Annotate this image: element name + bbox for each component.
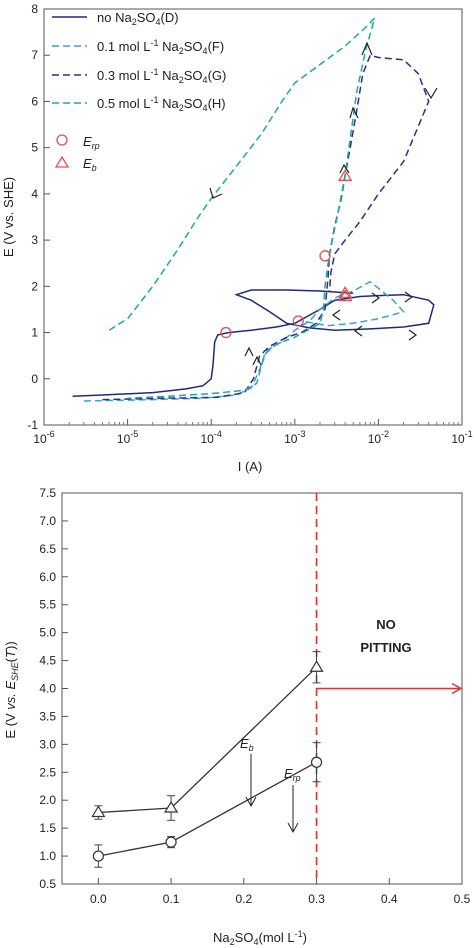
top-markers — [220, 169, 353, 339]
legend-eb-triangle — [54, 155, 70, 168]
y-tick-label: 5.5 — [39, 598, 56, 612]
bottom-x-ticks: 0.0 0.1 0.2 0.3 0.4 0.5 — [90, 878, 471, 906]
eb-pointer-arrow — [245, 754, 257, 808]
top-x-axis-label: I (A) — [238, 459, 263, 474]
eb-line — [98, 666, 317, 814]
bottom-y-axis-label: E (V vs. ESHE(T)) — [3, 641, 20, 738]
top-plot-frame — [43, 8, 463, 426]
erp-point — [310, 756, 323, 768]
y-tick-label: 4 — [31, 187, 38, 201]
x-tick-label: 0.0 — [90, 892, 107, 906]
arrow-mark — [361, 41, 373, 56]
eb-label: Eb — [240, 736, 254, 753]
y-tick-label: 7 — [31, 48, 38, 62]
erp-point — [165, 836, 177, 848]
top-legend: no Na2SO4(D) 0.1 mol L-1 Na2SO4(F) 0.3 m… — [52, 10, 226, 173]
y-tick-label: 1 — [31, 326, 38, 340]
y-tick-label: 5.0 — [39, 626, 56, 640]
arrow-mark — [408, 329, 418, 341]
y-tick-label: 0.5 — [39, 877, 56, 891]
y-tick-label: 3.5 — [39, 709, 56, 723]
erp-label: Erp — [284, 766, 301, 783]
y-tick-label: 1.0 — [39, 849, 56, 863]
erp-pointer-arrow — [287, 785, 299, 834]
legend-label-erp: Erp — [83, 134, 100, 151]
y-tick-label: 2.5 — [39, 765, 56, 779]
bottom-series — [91, 651, 324, 868]
arrow-mark — [424, 87, 438, 100]
x-tick-label: 0.1 — [163, 892, 180, 906]
x-tick-label: 0.4 — [381, 892, 398, 906]
legend-label-g: 0.3 mol L-1 Na2SO4(G) — [97, 67, 226, 85]
eb-marker — [337, 169, 353, 181]
y-tick-label: 6.5 — [39, 542, 56, 556]
erp-marker — [319, 250, 331, 262]
top-y-ticks: -1 0 1 2 3 4 5 6 7 8 — [27, 2, 50, 432]
eb-point — [91, 805, 106, 818]
series-line-1 — [83, 280, 405, 402]
arrow-mark — [331, 309, 341, 321]
bottom-y-ticks: 0.5 1.0 1.5 2.0 2.5 3.0 3.5 4.0 4.5 5.0 5.5 6.0 6.5 7… — [39, 486, 68, 891]
x-tick-label: 10-6 — [33, 429, 54, 446]
y-tick-label: 4.5 — [39, 654, 56, 668]
x-tick-label: 10-2 — [368, 429, 389, 446]
bottom-guides — [315, 493, 463, 884]
y-tick-label: 2 — [31, 279, 38, 293]
y-tick-label: 6 — [31, 94, 38, 108]
no-pitting-arrow-head — [451, 682, 463, 695]
arrow-mark — [252, 355, 262, 366]
legend-label-eb: Eb — [83, 156, 97, 173]
y-tick-label: 7.5 — [39, 486, 56, 500]
top-series — [72, 17, 435, 402]
y-tick-label: 2.0 — [39, 793, 56, 807]
eb-point — [309, 660, 324, 672]
eb-point — [164, 800, 179, 813]
x-tick-label: 10-3 — [284, 429, 305, 446]
top-y-axis-label: E (V vs. SHE) — [1, 177, 16, 257]
x-tick-label: 0.2 — [235, 892, 252, 906]
y-tick-label: 4.0 — [39, 682, 56, 696]
y-tick-label: -1 — [27, 418, 38, 432]
y-tick-label: 3 — [31, 233, 38, 247]
legend-erp-circle — [56, 134, 68, 146]
y-tick-label: 8 — [31, 2, 38, 16]
y-tick-label: 3.0 — [39, 737, 56, 751]
eb-marker — [337, 289, 353, 302]
no-pitting-line1: NO — [376, 617, 396, 632]
y-tick-label: 0 — [31, 372, 38, 386]
erp-marker — [220, 326, 232, 339]
arrow-mark — [353, 325, 363, 337]
x-tick-label: 10-4 — [201, 429, 222, 446]
arrow-mark — [244, 346, 254, 357]
erp-point — [92, 850, 104, 862]
x-tick-label: 10-1 — [451, 429, 472, 446]
eb-marker — [337, 286, 353, 298]
x-tick-label: 0.5 — [454, 892, 471, 906]
y-tick-label: 6.0 — [39, 570, 56, 584]
y-tick-label: 5 — [31, 141, 38, 155]
legend-label-h: 0.5 mol L-1 Na2SO4(H) — [97, 95, 226, 113]
bottom-x-axis-label: Na2SO4(mol L-1) — [213, 929, 307, 947]
no-pitting-line2: PITTING — [360, 640, 411, 655]
arrow-mark — [404, 291, 414, 303]
top-direction-arrows — [209, 41, 438, 366]
erp-marker — [292, 315, 304, 327]
top-x-ticks: 10-6 10-5 10-4 10-3 10-2 10-1 — [33, 419, 473, 446]
y-tick-label: 7.0 — [39, 514, 56, 528]
legend-label-d: no Na2SO4(D) — [97, 10, 179, 27]
legend-label-f: 0.1 mol L-1 Na2SO4(F) — [97, 38, 224, 56]
arrow-mark — [371, 292, 381, 304]
series-line-2 — [102, 54, 430, 401]
bottom-chart: 0.0 0.1 0.2 0.3 0.4 0.5 0.5 1.0 1.5 2.0 2.5 3.0 3.5… — [3, 486, 471, 947]
series-line-3 — [108, 17, 376, 399]
x-tick-label: 0.3 — [308, 892, 325, 906]
arrow-mark — [349, 106, 359, 119]
x-tick-label: 10-5 — [117, 429, 138, 446]
series-line-0 — [72, 289, 435, 398]
arrow-mark — [209, 187, 223, 199]
arrow-mark — [339, 163, 350, 174]
y-tick-label: 1.5 — [39, 821, 56, 835]
